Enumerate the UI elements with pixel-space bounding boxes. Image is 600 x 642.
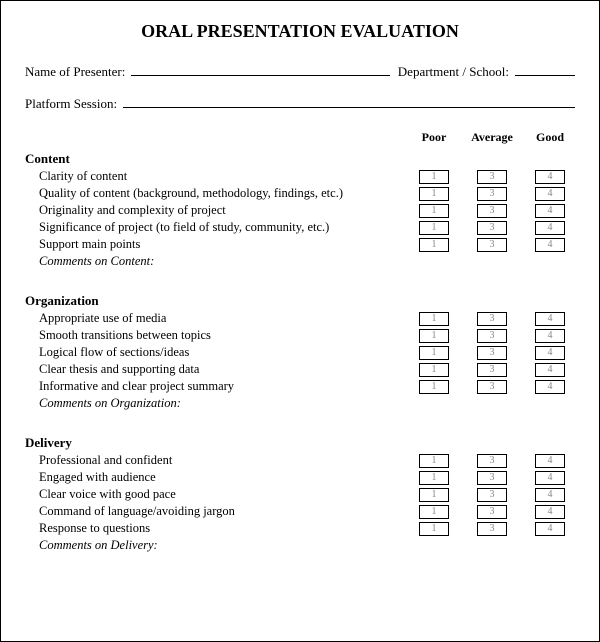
department-label: Department / School:	[398, 64, 509, 80]
comments-label: Comments on Content:	[25, 254, 575, 269]
item-label: Engaged with audience	[39, 470, 409, 485]
item-row: Quality of content (background, methodol…	[25, 186, 575, 201]
rating-box-good[interactable]: 4	[535, 522, 565, 536]
rating-box-average[interactable]: 3	[477, 522, 507, 536]
item-row: Appropriate use of media 1 3 4	[25, 311, 575, 326]
rating-box-average[interactable]: 3	[477, 454, 507, 468]
rating-box-good[interactable]: 4	[535, 221, 565, 235]
item-label: Logical flow of sections/ideas	[39, 345, 409, 360]
item-row: Command of language/avoiding jargon 1 3 4	[25, 504, 575, 519]
rating-box-average[interactable]: 3	[477, 346, 507, 360]
rating-box-good[interactable]: 4	[535, 312, 565, 326]
rating-box-poor[interactable]: 1	[419, 204, 449, 218]
item-label: Clear thesis and supporting data	[39, 362, 409, 377]
item-label: Appropriate use of media	[39, 311, 409, 326]
section-title: Content	[25, 151, 575, 167]
platform-input[interactable]	[123, 94, 575, 108]
rating-box-average[interactable]: 3	[477, 471, 507, 485]
rating-box-good[interactable]: 4	[535, 471, 565, 485]
rating-box-poor[interactable]: 1	[419, 505, 449, 519]
rating-box-good[interactable]: 4	[535, 204, 565, 218]
item-row: Engaged with audience 1 3 4	[25, 470, 575, 485]
presenter-input[interactable]	[131, 62, 389, 76]
item-row: Clear thesis and supporting data 1 3 4	[25, 362, 575, 377]
item-label: Quality of content (background, methodol…	[39, 186, 409, 201]
rating-box-poor[interactable]: 1	[419, 488, 449, 502]
rating-box-poor[interactable]: 1	[419, 380, 449, 394]
rating-box-poor[interactable]: 1	[419, 238, 449, 252]
rating-box-good[interactable]: 4	[535, 346, 565, 360]
rating-box-good[interactable]: 4	[535, 238, 565, 252]
rating-box-poor[interactable]: 1	[419, 454, 449, 468]
item-label: Originality and complexity of project	[39, 203, 409, 218]
presenter-label: Name of Presenter:	[25, 64, 125, 80]
rating-box-poor[interactable]: 1	[419, 346, 449, 360]
col-poor: Poor	[409, 130, 459, 145]
rating-box-good[interactable]: 4	[535, 187, 565, 201]
section-title: Organization	[25, 293, 575, 309]
rating-box-average[interactable]: 3	[477, 238, 507, 252]
item-label: Professional and confident	[39, 453, 409, 468]
rating-box-poor[interactable]: 1	[419, 170, 449, 184]
item-row: Support main points 1 3 4	[25, 237, 575, 252]
comments-label: Comments on Delivery:	[25, 538, 575, 553]
department-input[interactable]	[515, 62, 575, 76]
item-row: Smooth transitions between topics 1 3 4	[25, 328, 575, 343]
rating-box-good[interactable]: 4	[535, 363, 565, 377]
presenter-row: Name of Presenter: Department / School:	[25, 62, 575, 80]
platform-label: Platform Session:	[25, 96, 117, 112]
rating-box-average[interactable]: 3	[477, 204, 507, 218]
rating-box-poor[interactable]: 1	[419, 221, 449, 235]
item-row: Professional and confident 1 3 4	[25, 453, 575, 468]
section-organization: OrganizationAppropriate use of media134S…	[25, 293, 575, 411]
rating-box-good[interactable]: 4	[535, 454, 565, 468]
item-row: Informative and clear project summary 1 3 4	[25, 379, 575, 394]
section-title: Delivery	[25, 435, 575, 451]
col-good: Good	[525, 130, 575, 145]
item-row: Logical flow of sections/ideas 1 3 4	[25, 345, 575, 360]
item-label: Significance of project (to field of stu…	[39, 220, 409, 235]
item-label: Response to questions	[39, 521, 409, 536]
rating-box-poor[interactable]: 1	[419, 187, 449, 201]
comments-label: Comments on Organization:	[25, 396, 575, 411]
rating-box-poor[interactable]: 1	[419, 329, 449, 343]
item-row: Originality and complexity of project 1 3 4	[25, 203, 575, 218]
platform-row: Platform Session:	[25, 94, 575, 112]
item-label: Clarity of content	[39, 169, 409, 184]
item-label: Smooth transitions between topics	[39, 328, 409, 343]
page-title: ORAL PRESENTATION EVALUATION	[25, 21, 575, 42]
rating-box-average[interactable]: 3	[477, 488, 507, 502]
rating-box-average[interactable]: 3	[477, 329, 507, 343]
rating-box-average[interactable]: 3	[477, 505, 507, 519]
item-label: Clear voice with good pace	[39, 487, 409, 502]
rating-box-average[interactable]: 3	[477, 380, 507, 394]
section-delivery: DeliveryProfessional and confident134Eng…	[25, 435, 575, 553]
item-row: Significance of project (to field of stu…	[25, 220, 575, 235]
item-label: Command of language/avoiding jargon	[39, 504, 409, 519]
rating-box-average[interactable]: 3	[477, 221, 507, 235]
item-row: Clarity of content 1 3 4	[25, 169, 575, 184]
rating-header: Poor Average Good	[25, 130, 575, 145]
item-row: Response to questions 1 3 4	[25, 521, 575, 536]
rating-box-average[interactable]: 3	[477, 363, 507, 377]
rating-box-average[interactable]: 3	[477, 187, 507, 201]
item-label: Support main points	[39, 237, 409, 252]
rating-box-good[interactable]: 4	[535, 380, 565, 394]
col-average: Average	[467, 130, 517, 145]
rating-box-good[interactable]: 4	[535, 488, 565, 502]
rating-box-poor[interactable]: 1	[419, 363, 449, 377]
rating-box-good[interactable]: 4	[535, 505, 565, 519]
rating-box-poor[interactable]: 1	[419, 471, 449, 485]
rating-box-poor[interactable]: 1	[419, 312, 449, 326]
rating-box-average[interactable]: 3	[477, 170, 507, 184]
item-row: Clear voice with good pace 1 3 4	[25, 487, 575, 502]
rating-box-poor[interactable]: 1	[419, 522, 449, 536]
rating-box-good[interactable]: 4	[535, 329, 565, 343]
section-content: Content Clarity of content 1 3 4 Quality of c…	[25, 151, 575, 269]
rating-box-good[interactable]: 4	[535, 170, 565, 184]
item-label: Informative and clear project summary	[39, 379, 409, 394]
rating-box-average[interactable]: 3	[477, 312, 507, 326]
